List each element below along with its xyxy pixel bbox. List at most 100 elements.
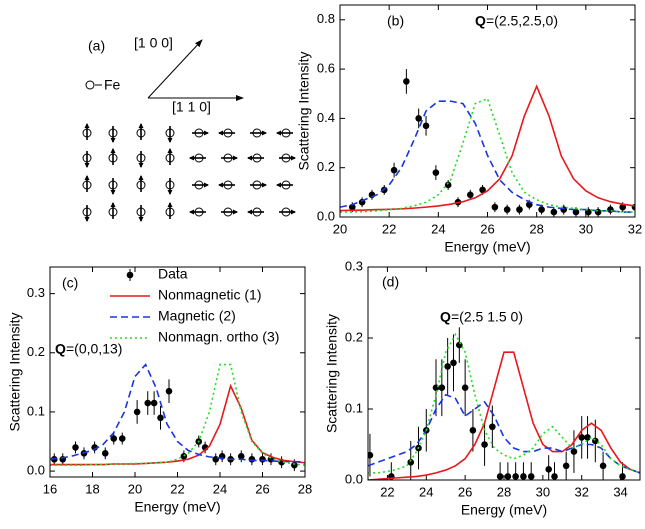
data-point xyxy=(165,387,173,395)
data-point xyxy=(545,466,552,473)
legend-label: Magnetic (2) xyxy=(158,308,236,324)
data-point xyxy=(466,191,474,199)
data-point xyxy=(572,208,580,216)
data-point xyxy=(118,435,126,442)
data-point xyxy=(479,186,486,194)
y-axis-label: Scattering Intensity xyxy=(7,312,23,431)
x-tick-label: 32 xyxy=(628,221,642,236)
data-point xyxy=(133,408,141,416)
x-tick-label: 30 xyxy=(579,221,593,236)
data-point xyxy=(619,473,626,480)
data-point xyxy=(212,455,220,463)
data-point xyxy=(101,450,109,457)
y-tick-label: 0.0 xyxy=(345,471,363,486)
data-point xyxy=(144,399,152,407)
model-curve xyxy=(368,332,640,474)
y-tick-label: 0.0 xyxy=(317,208,335,223)
data-point xyxy=(570,448,578,455)
chart-panel: 22 24 26 28 30 32 34 0.0 0.1 0.2 0.3 Energy (meV) Sc… xyxy=(324,258,641,518)
x-tick-label: 28 xyxy=(298,481,312,496)
data-point xyxy=(407,458,415,466)
model-curve xyxy=(50,363,305,464)
data-point xyxy=(368,451,374,459)
direction-arrow xyxy=(147,39,203,99)
data-point xyxy=(157,414,164,422)
x-tick-label: 22 xyxy=(382,221,396,236)
data-point xyxy=(444,181,452,189)
y-tick-label: 0.0 xyxy=(27,463,45,478)
data-point xyxy=(550,208,558,216)
data-point xyxy=(438,384,446,392)
annotation: =(2.5 1.5 0) xyxy=(451,309,523,325)
data-point xyxy=(348,203,356,211)
fe-legend: Fe xyxy=(104,77,121,93)
chart-panel: 16 18 20 22 24 26 28 0.0 0.1 0.2 0.3 Energy (meV) Sc… xyxy=(7,266,313,515)
model-curve xyxy=(340,100,635,213)
fe-symbol xyxy=(85,80,95,90)
data-point xyxy=(489,423,496,431)
direction-label: [1 0 0] xyxy=(134,35,173,51)
x-axis-label: Energy (meV) xyxy=(134,499,220,515)
data-point xyxy=(403,78,410,85)
y-tick-label: 0.3 xyxy=(345,258,363,273)
data-point xyxy=(248,455,256,463)
x-tick-label: 26 xyxy=(458,484,472,499)
data-point xyxy=(432,169,440,176)
x-axis-label: Energy (meV) xyxy=(461,502,547,518)
x-tick-label: 24 xyxy=(431,221,445,236)
panel-label: (d) xyxy=(382,274,399,290)
panel-label: (b) xyxy=(387,13,404,29)
y-tick-label: 0.8 xyxy=(317,11,335,26)
model-curve xyxy=(340,97,635,213)
annotation: =(2.5,2.5,0) xyxy=(486,13,558,29)
data-point xyxy=(584,434,591,441)
x-tick-label: 34 xyxy=(613,484,627,499)
data-point xyxy=(619,203,627,211)
x-tick-label: 26 xyxy=(480,221,494,236)
panel-label: (c) xyxy=(62,275,78,291)
data-point xyxy=(538,206,545,213)
y-tick-label: 0.6 xyxy=(317,61,335,76)
data-point xyxy=(390,166,398,174)
plot-frame xyxy=(49,266,306,478)
annotation-symbol: Q xyxy=(55,341,66,357)
y-axis-label: Scattering Intensity xyxy=(324,314,340,433)
x-tick-label: 24 xyxy=(419,484,433,499)
x-axis-label: Energy (meV) xyxy=(444,239,530,255)
model-curve xyxy=(50,383,305,466)
x-tick-label: 22 xyxy=(380,484,394,499)
data-point xyxy=(110,435,118,442)
spin-diagram: (a) [1 0 0] [1 1 0] Fe xyxy=(82,35,296,222)
annotation: =(0,0,13) xyxy=(66,341,122,357)
data-point xyxy=(551,473,558,480)
data-point xyxy=(504,473,512,480)
data-point xyxy=(72,444,79,451)
plot-frame xyxy=(339,4,636,218)
y-tick-label: 0.2 xyxy=(317,159,335,174)
x-tick-label: 18 xyxy=(85,481,99,496)
x-tick-label: 20 xyxy=(333,221,347,236)
data-point xyxy=(461,384,469,392)
data-point xyxy=(180,452,188,460)
legend-label: Data xyxy=(158,266,188,282)
model-curve xyxy=(368,393,640,474)
data-point xyxy=(491,203,499,211)
x-tick-label: 16 xyxy=(43,481,57,496)
data-point xyxy=(496,473,504,480)
x-tick-label: 24 xyxy=(213,481,227,496)
legend-label: Nonmagnetic (1) xyxy=(158,287,262,303)
data-point xyxy=(237,452,245,460)
annotation-symbol: Q xyxy=(475,13,486,29)
data-point xyxy=(450,359,457,367)
x-tick-label: 30 xyxy=(536,484,550,499)
x-tick-label: 20 xyxy=(128,481,142,496)
model-curve xyxy=(340,84,635,212)
x-tick-label: 28 xyxy=(497,484,511,499)
data-point xyxy=(592,437,599,445)
x-tick-label: 22 xyxy=(170,481,184,496)
annotation-symbol: Q xyxy=(440,309,451,325)
chart-panel: 20 22 24 26 28 30 32 0.0 0.2 0.4 0.6 0.8 Energy (meV… xyxy=(296,4,642,255)
y-tick-label: 0.1 xyxy=(345,400,363,415)
legend-label: Nonmagn. ortho (3) xyxy=(158,329,279,345)
